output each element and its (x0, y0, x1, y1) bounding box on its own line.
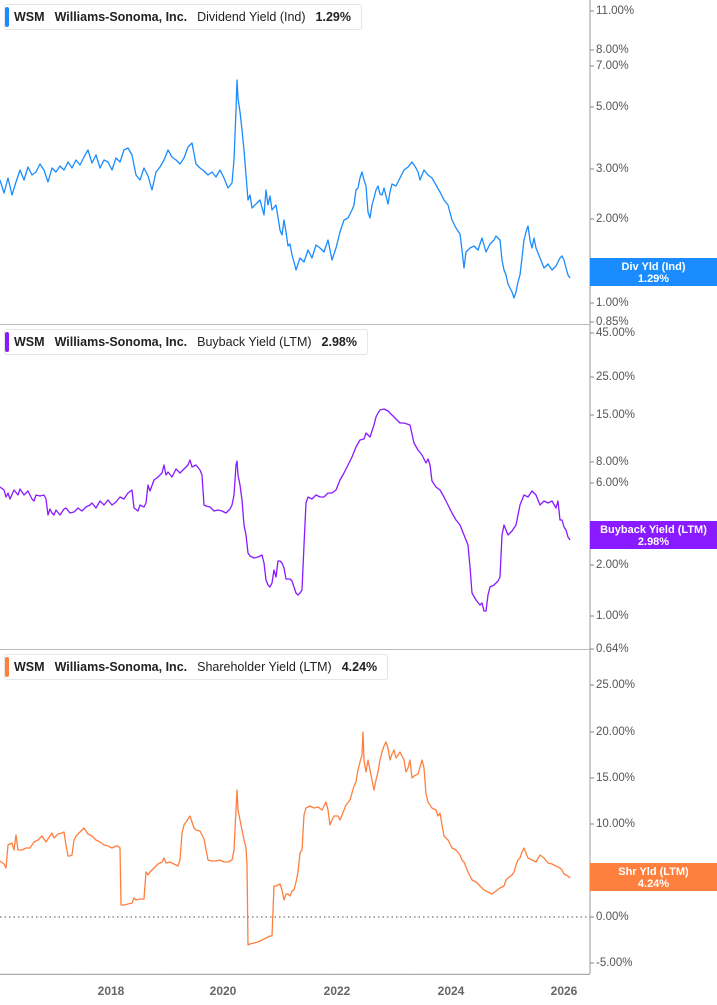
metric-value: 2.98% (321, 335, 357, 349)
y-tick: 1.00% (596, 297, 629, 309)
series-color-swatch (5, 7, 9, 27)
y-tick: -5.00% (596, 957, 633, 969)
x-tick-label: 2026 (550, 984, 578, 998)
y-tick: 20.00% (596, 726, 636, 738)
y-tick: 0.64% (596, 643, 629, 655)
shareholder-yield-legend[interactable]: WSM Williams-Sonoma, Inc. Shareholder Yi… (4, 654, 389, 680)
metric-name: Buyback Yield (LTM) (197, 335, 312, 349)
series-color-swatch (5, 657, 9, 677)
shareholder-yield-panel: WSM Williams-Sonoma, Inc. Shareholder Yi… (0, 650, 717, 975)
y-tick: 6.00% (596, 477, 629, 489)
y-tick: 45.00% (596, 327, 636, 339)
y-tick: 5.00% (596, 101, 629, 113)
company-name: Williams-Sonoma, Inc. (54, 660, 188, 674)
tag-label: Shr Yld (LTM) (618, 866, 689, 878)
metric-name: Dividend Yield (Ind) (197, 10, 306, 24)
tag-value: 1.29% (637, 273, 670, 285)
y-tick: 0.85% (596, 316, 629, 328)
y-tick: 3.00% (596, 163, 629, 175)
company-name: Williams-Sonoma, Inc. (54, 10, 188, 24)
tag-label: Div Yld (Ind) (621, 261, 686, 273)
buyback-yield-value-tag: Buyback Yield (LTM) 2.98% (590, 521, 717, 549)
shareholder-yield-plot (0, 650, 594, 975)
y-tick: 1.00% (596, 610, 629, 622)
x-tick-label: 2020 (209, 984, 237, 998)
y-tick: 2.00% (596, 213, 629, 225)
x-tick-label: 2022 (323, 984, 351, 998)
y-tick: 8.00% (596, 44, 629, 56)
metric-value: 1.29% (315, 10, 351, 24)
ticker: WSM (14, 335, 45, 349)
dividend-yield-panel: WSM Williams-Sonoma, Inc. Dividend Yield… (0, 0, 717, 328)
shareholder-yield-value-tag: Shr Yld (LTM) 4.24% (590, 863, 717, 891)
y-tick: 8.00% (596, 456, 629, 468)
y-tick: 2.00% (596, 559, 629, 571)
y-tick: 15.00% (596, 409, 636, 421)
buyback-yield-legend[interactable]: WSM Williams-Sonoma, Inc. Buyback Yield … (4, 329, 368, 355)
shareholder-yield-line (0, 731, 571, 946)
buyback-yield-plot (0, 325, 594, 650)
company-name: Williams-Sonoma, Inc. (54, 335, 188, 349)
x-tick-label: 2024 (437, 984, 465, 998)
dividend-yield-legend[interactable]: WSM Williams-Sonoma, Inc. Dividend Yield… (4, 4, 362, 30)
tag-value: 2.98% (637, 536, 670, 548)
buyback-yield-line (0, 408, 571, 612)
y-tick: 7.00% (596, 60, 629, 72)
y-tick: 25.00% (596, 679, 636, 691)
buyback-yield-panel: WSM Williams-Sonoma, Inc. Buyback Yield … (0, 325, 717, 655)
series-color-swatch (5, 332, 9, 352)
ticker: WSM (14, 10, 45, 24)
tag-label: Buyback Yield (LTM) (600, 524, 707, 536)
dividend-yield-line (0, 79, 571, 299)
y-tick: 15.00% (596, 772, 636, 784)
metric-name: Shareholder Yield (LTM) (197, 660, 332, 674)
dividend-yield-value-tag: Div Yld (Ind) 1.29% (590, 258, 717, 286)
y-tick: 11.00% (596, 5, 635, 17)
tag-value: 4.24% (637, 878, 670, 890)
y-tick: 10.00% (596, 818, 636, 830)
x-tick-label: 2018 (97, 984, 125, 998)
metric-value: 4.24% (341, 660, 378, 674)
y-tick: 0.00% (596, 911, 629, 923)
ticker: WSM (14, 660, 45, 674)
y-tick: 25.00% (596, 371, 636, 383)
